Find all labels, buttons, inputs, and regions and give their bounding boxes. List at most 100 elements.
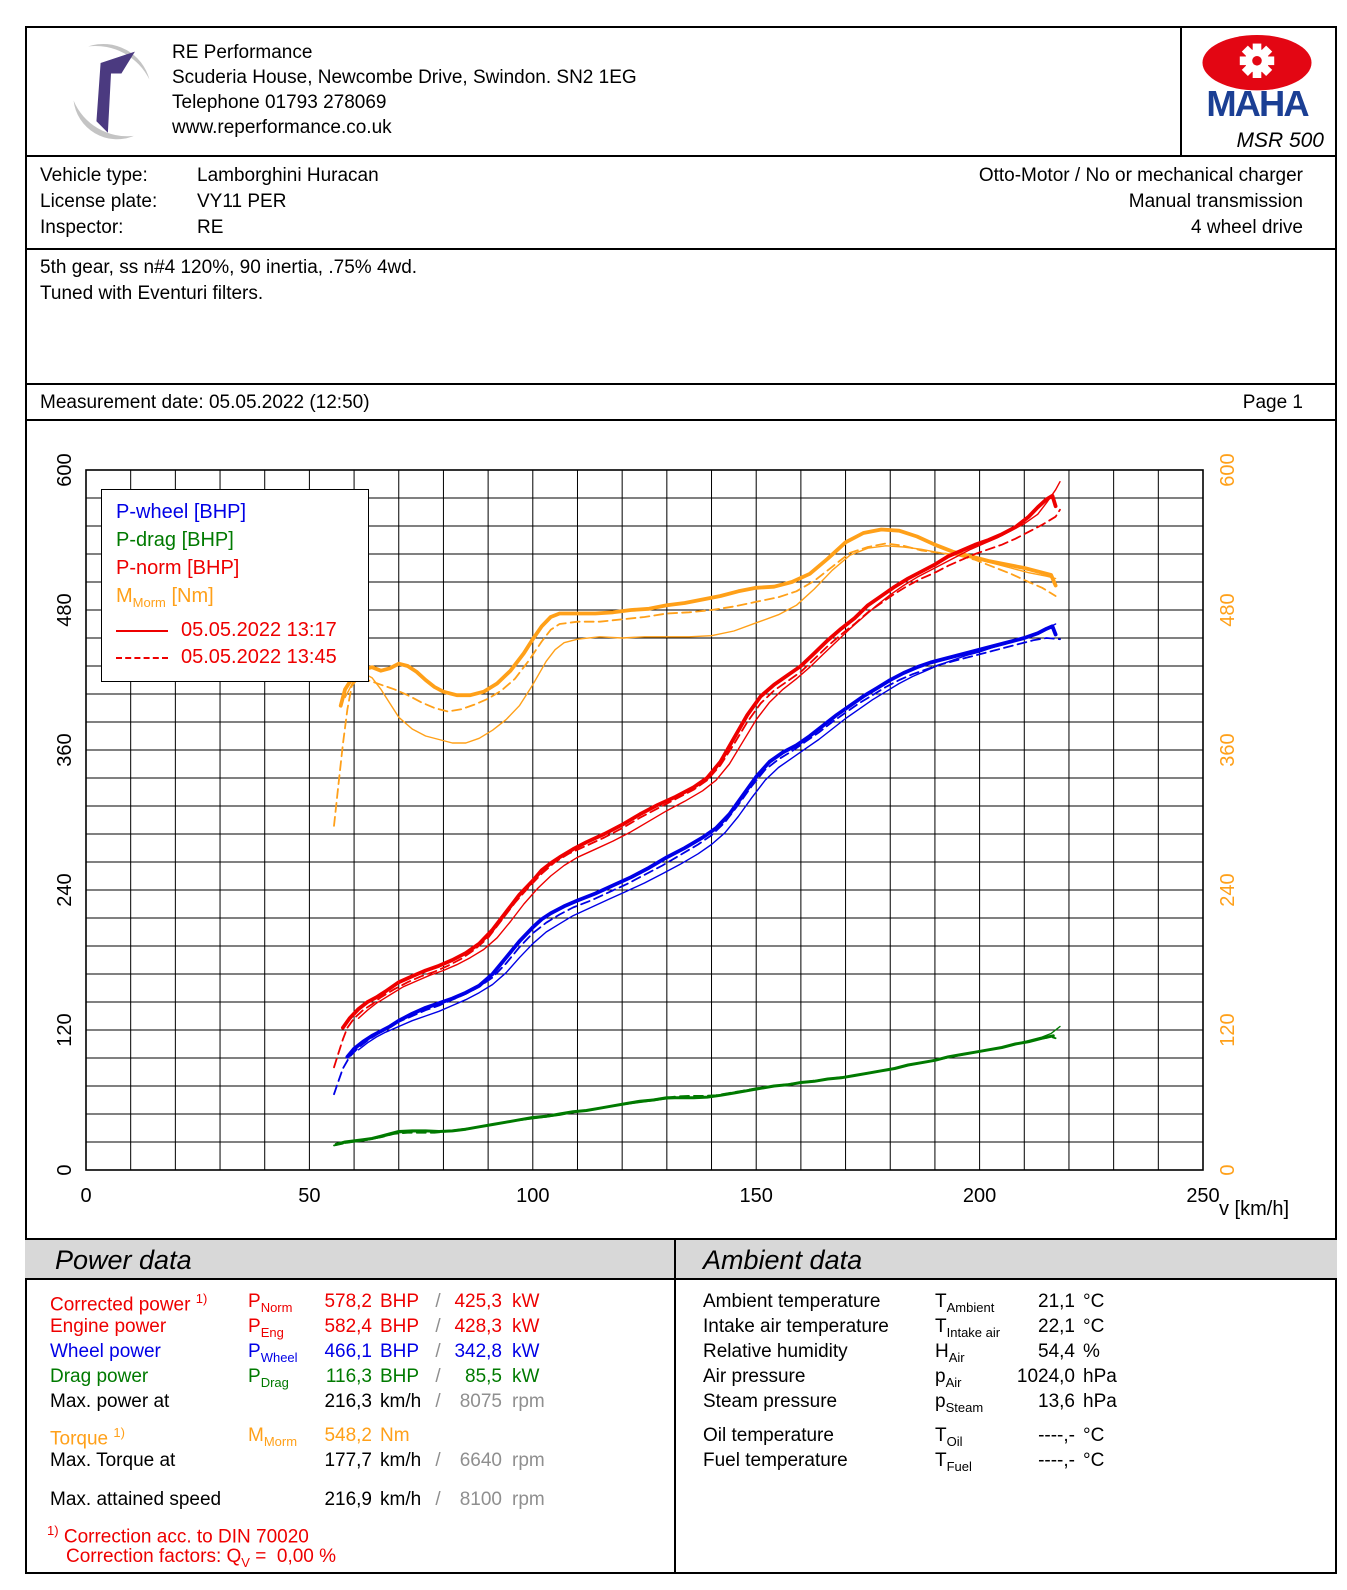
legend-p-wheel: P-wheel [BHP] [116,501,247,523]
curve-pnorm-1317 [340,493,1058,1030]
power-row-max-speed: Max. attained speed 216,9 km/h / 8100 rpm [50,1489,545,1510]
logo-purple-mark [96,51,135,133]
drivetrain-value: 4 wheel drive [1191,217,1303,238]
y-tick-label-right: 0 [1217,1164,1239,1175]
power-row-engine: Engine power PEng 582,4 BHP / 428,3 kW [50,1316,540,1340]
company-address-block: RE Performance Scuderia House, Newcombe … [172,40,637,140]
y-tick-label-right: 120 [1217,1013,1239,1046]
license-plate-value: VY11 PER [197,191,287,212]
section-divider [674,1238,676,1572]
curve-pnorm-1345 [333,508,1061,1069]
x-tick-label: 200 [963,1185,996,1207]
ambient-row-fuel-temp: Fuel temperature TFuel ----,- °C [703,1450,1105,1474]
vehicle-row: Inspector: RE 4 wheel drive [0,216,1347,240]
power-row-wheel: Wheel power PWheel 466,1 BHP / 342,8 kW [50,1341,540,1365]
power-data-bar: Power data [25,1238,674,1280]
engine-type-value: Otto-Motor / No or mechanical charger [978,165,1303,186]
maha-logo: MAHA [1202,34,1312,124]
correction-footnote-1: 1) Correction acc. to DIN 70020 [47,1523,309,1548]
y-tick-label-left: 360 [54,733,76,766]
ambient-row-air-pressure: Air pressure pAir 1024,0 hPa [703,1366,1117,1390]
company-name: RE Performance [172,42,313,63]
ambient-row-oil-temp: Oil temperature TOil ----,- °C [703,1425,1105,1449]
legend-p-norm: P-norm [BHP] [116,557,240,579]
chart-legend: P-wheel [BHP] P-drag [BHP] P-norm [BHP] … [101,489,369,682]
y-tick-label-left: 0 [54,1164,76,1175]
solid-line-swatch [116,629,168,632]
correction-footnote-2: Correction factors: QV = 0,00 % [66,1546,337,1570]
power-row-torque: Torque 1) MMorm 548,2 Nm [50,1425,410,1450]
x-tick-label: 0 [80,1185,91,1207]
ambient-row-humidity: Relative humidity HAir 54,4% [703,1341,1100,1365]
legend-torque: MMorm [Nm] [116,585,214,610]
logo-swoosh-bottom [73,100,134,140]
y-tick-label-left: 120 [54,1013,76,1046]
vehicle-type-value: Lamborghini Huracan [197,165,379,186]
measurement-divider-top [25,383,1335,385]
x-tick-label: 50 [298,1185,320,1207]
transmission-value: Manual transmission [1128,191,1303,212]
y-tick-label-right: 240 [1217,873,1239,906]
maha-wordmark: MAHA [1206,83,1309,122]
curve-mnorm-1317 [338,527,1058,708]
company-phone: Telephone 01793 278069 [172,92,387,113]
curve-mnorm-thin [344,545,1057,744]
maha-model: MSR 500 [1236,129,1324,152]
power-data-title: Power data [55,1245,192,1275]
inspector-label: Inspector: [40,217,124,238]
x-tick-label: 100 [516,1185,549,1207]
power-row-max-power-at: Max. power at 216,3 km/h / 8075 rpm [50,1391,545,1412]
ambient-row-steam-pressure: Steam pressure pSteam 13,6 hPa [703,1391,1117,1415]
ambient-row-ambient-temp: Ambient temperature TAmbient 21,1 °C [703,1291,1105,1315]
y-tick-label-left: 600 [54,453,76,486]
curve-pnorm-thin [357,481,1061,1019]
maha-gear-icon [1239,43,1275,78]
plot-border [85,469,1204,1171]
maha-logo-block: MAHA MSR 500 [1192,34,1324,153]
curve-pwheel-1345 [333,637,1061,1096]
measurement-date: Measurement date: 05.05.2022 (12:50) [40,392,370,413]
ambient-data-title: Ambient data [703,1245,863,1275]
vehicle-type-label: Vehicle type: [40,165,148,186]
legend-p-drag: P-drag [BHP] [116,529,234,551]
notes-line-2: Tuned with Eventuri filters. [40,283,264,304]
x-axis-label: v [km/h] [1219,1198,1289,1220]
vehicle-row: License plate: VY11 PER Manual transmiss… [0,190,1347,214]
power-row-max-torque-at: Max. Torque at 177,7 km/h / 6640 rpm [50,1450,545,1471]
y-tick-label-right: 480 [1217,593,1239,626]
re-performance-logo [73,43,150,140]
curve-pwheel-1317 [345,624,1058,1059]
x-tick-label: 250 [1186,1185,1219,1207]
logo-swoosh-top [88,43,150,80]
inspector-value: RE [197,217,224,238]
vehicle-row: Vehicle type: Lamborghini Huracan Otto-M… [0,164,1347,188]
company-street: Scuderia House, Newcombe Drive, Swindon.… [172,67,637,88]
y-tick-label-right: 360 [1217,733,1239,766]
notes-line-1: 5th gear, ss n#4 120%, 90 inertia, .75% … [40,257,418,278]
page-number: Page 1 [1242,392,1303,413]
license-plate-label: License plate: [40,191,158,212]
page-border [25,26,1337,1574]
legend-run-2: 05.05.2022 13:45 [116,644,358,671]
curve-pdrag-thin [344,1025,1061,1144]
chart-region: 0 50 100 150 200 250 0 0 120 120 240 240 360 360 480 48… [25,419,1337,1238]
company-website: www.reperformance.co.uk [172,117,392,138]
curve-mnorm-1345 [333,542,1057,827]
header-divider [25,155,1335,157]
dashed-line-swatch [116,656,168,659]
y-tick-label-left: 240 [54,873,76,906]
x-tick-label: 150 [740,1185,773,1207]
curve-pwheel-thin [357,623,1057,1051]
ambient-row-intake-temp: Intake air temperature TIntake air 22,1 °… [703,1316,1105,1340]
y-tick-label-right: 600 [1217,453,1239,486]
y-tick-label-left: 480 [54,593,76,626]
ambient-data-bar: Ambient data [674,1238,1337,1280]
curve-pdrag-1345 [333,1036,1057,1147]
vehicle-divider [25,248,1335,250]
power-row-corrected: Corrected power 1) PNorm 578,2 BHP / 425,… [50,1291,540,1316]
measurement-divider-bottom [25,419,1335,421]
legend-run-1: 05.05.2022 13:17 [116,617,358,644]
maha-box-divider [1180,26,1182,157]
power-row-drag: Drag power PDrag 116,3 BHP / 85,5 kW [50,1366,540,1390]
